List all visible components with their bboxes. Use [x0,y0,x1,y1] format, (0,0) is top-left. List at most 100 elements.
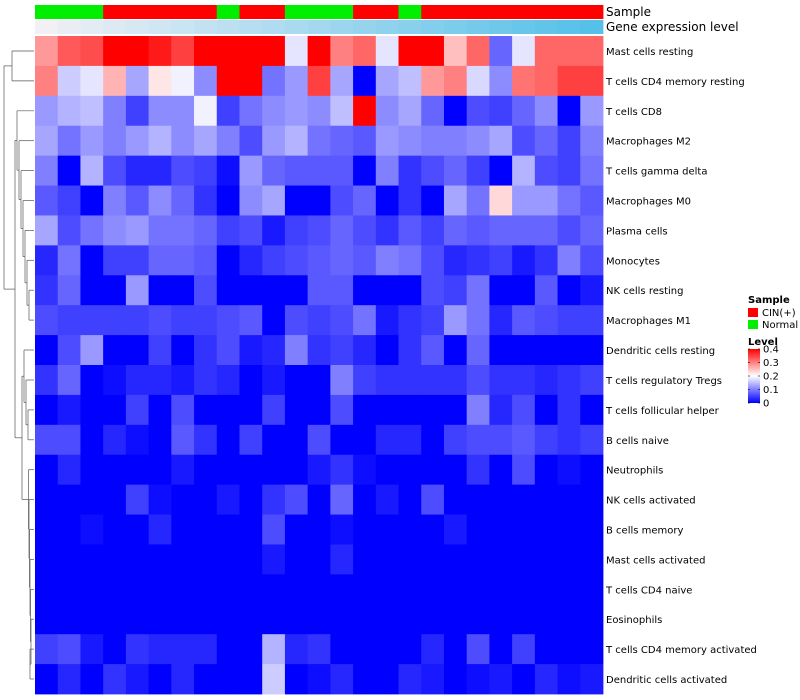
heatmap-cell [103,275,127,306]
sample-annotation-cell [307,5,331,19]
heatmap-cell [57,65,81,97]
heatmap-cell [307,36,331,67]
heatmap-cell [35,424,59,456]
heatmap-cell [103,365,127,396]
heatmap-cell [307,155,331,186]
heatmap-cell [330,125,354,157]
legend-level-title: Level [748,337,778,348]
heatmap-cell [512,65,536,97]
heatmap-cell [466,215,490,246]
heatmap-cell [466,275,490,306]
heatmap-cell [80,215,104,246]
heatmap-cell [171,36,195,67]
heatmap-cell [194,185,218,216]
heatmap-cell [284,95,309,127]
heatmap-cell [557,125,581,157]
heatmap-cell [489,305,513,336]
heatmap-cell [398,215,422,246]
heatmap-cell [557,514,581,545]
legend-tick-label: 0 [763,399,769,410]
heatmap-cell [489,95,513,127]
heatmap-cell [194,544,218,575]
heatmap-cell [35,634,59,665]
heatmap-cell [466,36,490,67]
heatmap-cell [512,215,536,246]
heatmap-cell [35,394,59,426]
heatmap-cells [35,36,604,695]
sample-track-label: Sample [606,5,651,19]
heatmap-cell [466,604,490,635]
heatmap-cell [103,36,127,67]
heatmap-cell [580,65,604,97]
heatmap-cell [171,664,195,695]
heatmap-cell [512,604,536,635]
heatmap-cell [216,365,240,396]
expression-annotation-cell [375,20,399,34]
heatmap-cell [330,394,354,426]
heatmap-cell [125,454,149,486]
heatmap-cell [57,155,81,186]
heatmap-cell [557,185,581,216]
row-label: T cells CD4 memory activated [605,645,757,656]
heatmap-cell [239,394,263,426]
heatmap-cell [80,155,104,186]
expression-annotation-cell [443,20,468,34]
heatmap-cell [194,125,218,157]
heatmap-cell [421,634,445,665]
heatmap-cell [148,95,172,127]
heatmap-cell [80,574,104,605]
heatmap-cell [557,95,581,127]
heatmap-cell [148,604,172,635]
heatmap-cell [125,215,149,246]
heatmap-cell [194,245,218,276]
heatmap-cell [194,604,218,635]
heatmap-cell [284,574,309,605]
expression-annotation-cell [284,20,309,34]
heatmap-cell [125,155,149,186]
heatmap-cell [443,155,468,186]
heatmap-cell [262,604,286,635]
heatmap-cell [353,664,377,695]
heatmap-cell [216,125,240,157]
heatmap-cell [353,36,377,67]
expression-annotation-cell [489,20,513,34]
heatmap-cell [262,125,286,157]
heatmap-cell [239,574,263,605]
heatmap-cell [443,36,468,67]
legend-tick-label: 0.1 [763,385,779,396]
heatmap-cell [103,604,127,635]
heatmap-cell [466,664,490,695]
heatmap-cell [262,634,286,665]
heatmap-cell [443,95,468,127]
heatmap-cell [194,514,218,545]
heatmap-cell [512,305,536,336]
row-label: Dendritic cells activated [606,675,727,686]
heatmap-cell [489,65,513,97]
heatmap-cell [148,514,172,545]
heatmap-cell [216,574,240,605]
heatmap-cell [512,365,536,396]
sample-track [35,5,604,19]
heatmap-cell [284,335,309,366]
heatmap-cell [171,215,195,246]
heatmap-cell [103,454,127,486]
heatmap-cell [57,185,81,216]
heatmap-cell [35,155,59,186]
heatmap-cell [239,604,263,635]
heatmap-cell [262,335,286,366]
expression-annotation-cell [307,20,331,34]
heatmap-cell [375,484,399,515]
sample-annotation-cell [512,5,536,19]
heatmap-cell [239,185,263,216]
sample-annotation-cell [557,5,581,19]
heatmap-cell [330,424,354,456]
heatmap-cell [443,245,468,276]
heatmap-cell [375,185,399,216]
heatmap-cell [239,664,263,695]
heatmap-cell [171,185,195,216]
heatmap-cell [443,215,468,246]
heatmap-cell [80,305,104,336]
heatmap-cell [194,95,218,127]
heatmap-cell [148,215,172,246]
heatmap-cell [330,664,354,695]
